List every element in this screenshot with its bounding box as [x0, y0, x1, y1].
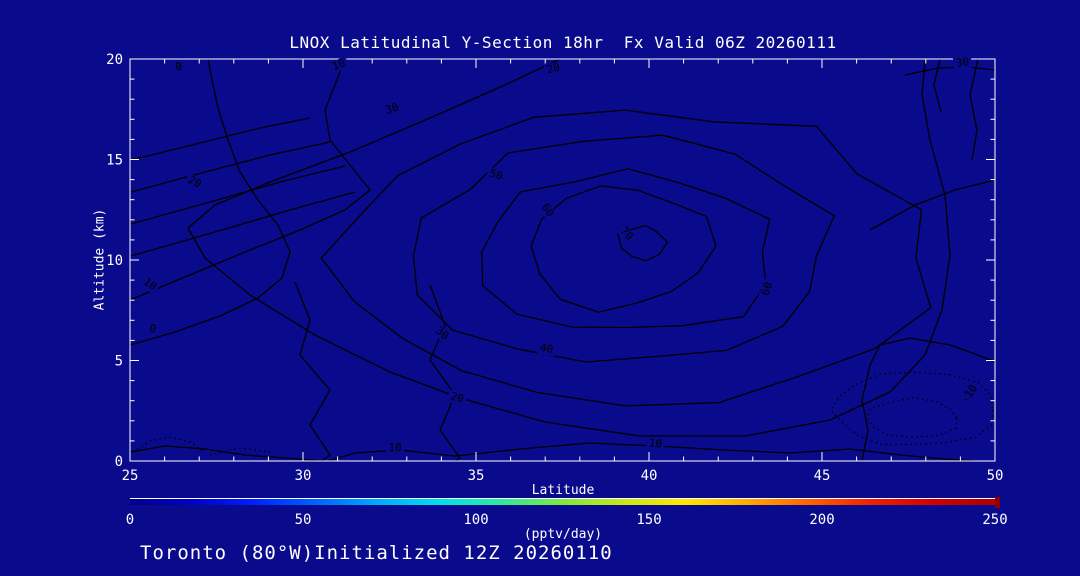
- contour-line: [130, 59, 291, 346]
- contour-line: [617, 224, 669, 262]
- colorbar-endcap: [995, 497, 1000, 508]
- contour-line: [130, 445, 326, 461]
- contour-label-gap: [615, 223, 637, 245]
- plot-title: LNOX Latitudinal Y-Section 18hr Fx Valid…: [289, 33, 837, 52]
- contour-label-gap: [536, 341, 557, 357]
- y-tick-label: 10: [106, 253, 123, 269]
- contour-label-gap: [537, 199, 558, 222]
- colorbar-tick-label: 50: [295, 512, 312, 528]
- contour-label-gap: [446, 389, 468, 407]
- contour-line: [861, 337, 995, 461]
- colorbar-tick-label: 250: [982, 512, 1007, 528]
- contour-label-gap: [171, 59, 187, 75]
- x-axis-label: Latitude: [531, 483, 595, 498]
- contour-line: [130, 59, 371, 301]
- contour-line: [130, 141, 331, 193]
- contour-line: [320, 109, 932, 407]
- contour-label-gap: [543, 61, 564, 77]
- contour-label: 10: [388, 441, 401, 454]
- contour-line: [412, 134, 836, 363]
- contour-label: 10: [648, 436, 663, 451]
- contour-label-gap: [183, 172, 206, 192]
- contour-label: 20: [545, 61, 561, 76]
- contour-lines-layer: [130, 59, 995, 461]
- colorbar-tick-label: 0: [126, 512, 134, 528]
- footer-text: Toronto (80°W)Initialized 12Z 20260110: [140, 542, 613, 564]
- y-axis-label: Altitude (km): [92, 208, 108, 311]
- contour-label-gap: [957, 380, 982, 408]
- contour-label: 0: [148, 321, 158, 335]
- x-tick-label: 45: [814, 468, 831, 484]
- contour-line: [933, 59, 942, 113]
- contour-line: [829, 371, 994, 446]
- contour-line: [209, 447, 271, 456]
- colorbar-units: (pptv/day): [523, 527, 603, 542]
- contour-label-gap: [328, 56, 350, 74]
- contour-label: 50: [488, 166, 505, 182]
- x-tick-label: 50: [987, 468, 1004, 484]
- contour-label: 40: [539, 341, 554, 356]
- contour-label-gap: [645, 436, 666, 452]
- colorbar-tick-label: 100: [463, 512, 488, 528]
- contour-line: [530, 185, 717, 313]
- contour-line: [130, 117, 311, 161]
- contour-line: [132, 436, 206, 453]
- contour-label-gap: [386, 442, 404, 454]
- contour-line: [866, 397, 958, 438]
- y-tick-label: 20: [106, 52, 123, 68]
- contour-label: 20: [186, 173, 204, 191]
- colorbar-tick-label: 200: [809, 512, 834, 528]
- contour-line: [481, 168, 771, 329]
- contour-label-gap: [952, 55, 973, 71]
- y-tick-label: 5: [115, 354, 123, 370]
- contour-label: 70: [617, 224, 635, 243]
- x-tick-label: 30: [295, 468, 312, 484]
- contour-label: 20: [449, 389, 466, 405]
- y-tick-label: 15: [106, 153, 123, 169]
- contour-label: 60: [758, 280, 775, 297]
- contour-label-gap: [431, 323, 453, 345]
- contour-line: [130, 165, 346, 225]
- contour-line: [187, 59, 951, 437]
- x-tick-label: 35: [468, 468, 485, 484]
- contour-line: [969, 59, 979, 161]
- contour-label-gap: [758, 278, 776, 300]
- contour-label: 0: [173, 59, 184, 73]
- contour-label-gap: [145, 321, 160, 337]
- contour-label-gap: [138, 274, 161, 295]
- contour-label: 30: [955, 55, 970, 70]
- colorbar-tick-label: 150: [636, 512, 661, 528]
- contour-line: [869, 179, 995, 231]
- contour-label: 10: [141, 275, 159, 293]
- x-tick-label: 40: [641, 468, 658, 484]
- x-tick-label: 25: [122, 468, 139, 484]
- axis-box: [129, 58, 996, 462]
- contour-label-gap: [381, 100, 403, 118]
- y-tick-label: 0: [115, 454, 123, 470]
- contour-label-gap: [485, 166, 507, 184]
- colorbar: [130, 498, 996, 505]
- contour-label: 60: [539, 201, 557, 219]
- contour-label: 30: [384, 100, 401, 116]
- contour-line: [904, 66, 995, 76]
- contour-line: [130, 191, 356, 257]
- contour-label: 10: [330, 56, 347, 73]
- contour-line: [294, 281, 331, 461]
